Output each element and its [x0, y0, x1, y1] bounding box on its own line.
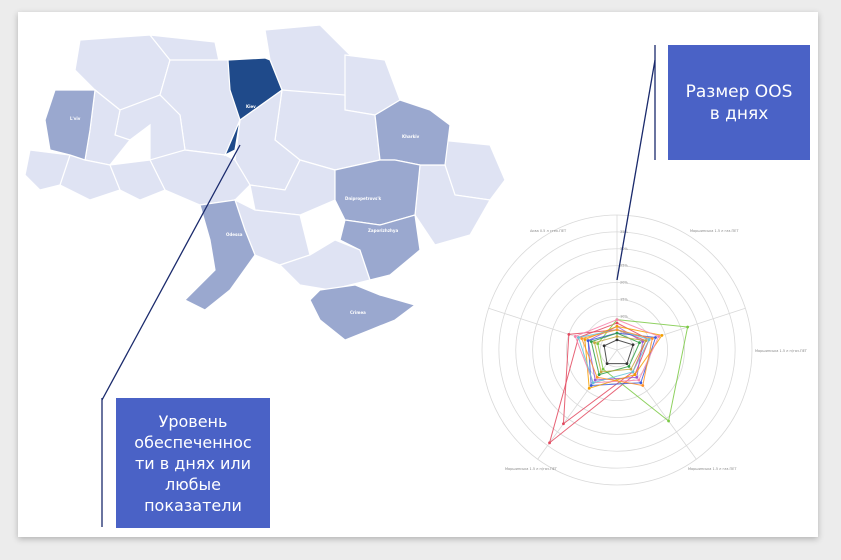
radar-series-line — [603, 339, 634, 365]
radar-series-point — [580, 337, 584, 340]
map-region-kiev — [223, 57, 283, 157]
radar-series-point — [593, 341, 596, 345]
oos-callout-box: Размер OOS в днях — [668, 45, 810, 160]
radar-series-point — [586, 339, 590, 343]
radar-series-point — [625, 362, 629, 366]
radar-tick-label: 10% — [620, 314, 628, 318]
map-region-dnipro — [334, 159, 421, 226]
radar-series-point — [602, 344, 606, 348]
radar-series-point — [589, 384, 593, 387]
radar-tick-label: 5% — [620, 331, 626, 335]
radar-series-line — [577, 329, 650, 384]
radar-series-point — [587, 386, 591, 390]
radar-spoke — [616, 307, 746, 351]
radar-series-point — [605, 362, 609, 366]
radar-series-point — [573, 335, 577, 338]
radar-tick-label: 20% — [620, 281, 628, 285]
radar-series-line — [597, 319, 689, 422]
ukraine-map — [24, 24, 506, 341]
level-callout-text: Уровень обеспеченнос ти в днях или любые… — [134, 411, 252, 515]
radar-series-point — [631, 343, 635, 347]
radar-series-point — [629, 367, 633, 371]
radar-tick-label: 30% — [620, 247, 628, 251]
radar-series-point — [650, 337, 654, 340]
map-region-odessa — [183, 199, 256, 311]
map-region-donetsk — [414, 164, 491, 246]
radar-series-line — [562, 329, 647, 425]
radar-series-line — [590, 332, 641, 376]
radar-axis-label: Моршинська 1.5 л н/газ.ПЕТ — [505, 467, 558, 471]
map-region-zakarpattia — [24, 149, 71, 191]
radar-series-line — [581, 329, 653, 387]
map-label-lviv: L'viv — [70, 116, 81, 121]
radar-series-point — [635, 375, 639, 379]
radar-series-point — [583, 338, 587, 341]
radar-series-point — [647, 338, 651, 341]
radar-series-point — [644, 339, 648, 343]
radar-series-point — [601, 367, 605, 371]
radar-series-point — [654, 336, 657, 339]
map-label-crimea: Crimea — [350, 310, 366, 315]
radar-series-point — [633, 373, 637, 376]
connector-oos-to-chart — [616, 59, 656, 281]
radar-series-point — [615, 331, 619, 335]
map-region-zaporizhzhia — [339, 214, 421, 281]
radar-series-point — [577, 336, 580, 339]
radar-series-point — [597, 373, 601, 376]
radar-series-line — [587, 332, 657, 387]
radar-series-point — [631, 370, 635, 374]
radar-series-point — [657, 335, 661, 338]
radar-series-line — [593, 335, 647, 373]
radar-series-line — [574, 319, 660, 384]
radar-series-point — [637, 378, 641, 382]
radar-series-point — [591, 381, 595, 385]
map-label-odessa: Odessa — [226, 232, 243, 237]
level-callout-box: Уровень обеспеченнос ти в днях или любые… — [116, 398, 270, 528]
radar-series-point — [595, 375, 599, 379]
radar-series-point — [615, 328, 619, 332]
radar-series-point — [638, 341, 641, 345]
radar-series-point — [615, 321, 619, 325]
map-region-kharkiv — [374, 99, 451, 166]
radar-axis-label: Аква 0.5 л стек.ПЕТ — [530, 229, 567, 233]
map-label-zaporizhzhia: Zaporizhzhya — [368, 228, 399, 233]
radar-tick-label: 25% — [620, 264, 628, 268]
radar-series-point — [615, 335, 619, 338]
radar-series-point — [562, 422, 565, 426]
radar-chart: Аква 0.5 л стек.ПЕТ Моршинська 1.5 л газ.… — [481, 214, 808, 486]
radar-series-point — [686, 325, 690, 329]
radar-series-point — [567, 332, 571, 336]
map-region-chernivtsi — [109, 159, 166, 201]
radar-series-point — [589, 340, 593, 344]
oos-callout-text: Размер OOS в днях — [685, 81, 793, 124]
radar-series-point — [641, 384, 645, 387]
map-region-crimea — [309, 284, 417, 341]
radar-series-point — [667, 419, 670, 423]
map-label-kharkiv: Kharkiv — [402, 134, 420, 139]
radar-tick-label: 35% — [620, 230, 628, 234]
radar-series-point — [615, 338, 619, 342]
radar-series-point — [596, 342, 600, 346]
map-labels: L'viv Kiev Kharkiv Dnipropetrovs'k Odess… — [70, 104, 420, 315]
radar-axis-label: Моршинська 1.5 л газ.ПЕТ — [688, 467, 737, 471]
radar-series-point — [593, 378, 597, 382]
connector-kiev-to-level-box — [101, 144, 241, 401]
map-region-lviv — [44, 89, 96, 161]
radar-series-point — [641, 340, 645, 344]
radar-series-point — [548, 441, 551, 445]
radar-series-point — [615, 318, 619, 322]
radar-series-point — [660, 333, 664, 337]
radar-tick-label: 15% — [620, 297, 628, 301]
map-label-dnipro: Dnipropetrovs'k — [345, 196, 382, 201]
radar-series-point — [639, 381, 643, 385]
radar-series-point — [627, 364, 631, 368]
radar-axis-label: Моршинська 1.5 л газ.ПЕТ — [690, 229, 739, 233]
map-label-kiev: Kiev — [246, 104, 256, 109]
radar-series-point — [599, 370, 603, 374]
radar-series-point — [615, 324, 619, 328]
radar-axis-label: Моршинська 1.5 л н/газ.ПЕТ — [755, 349, 808, 353]
